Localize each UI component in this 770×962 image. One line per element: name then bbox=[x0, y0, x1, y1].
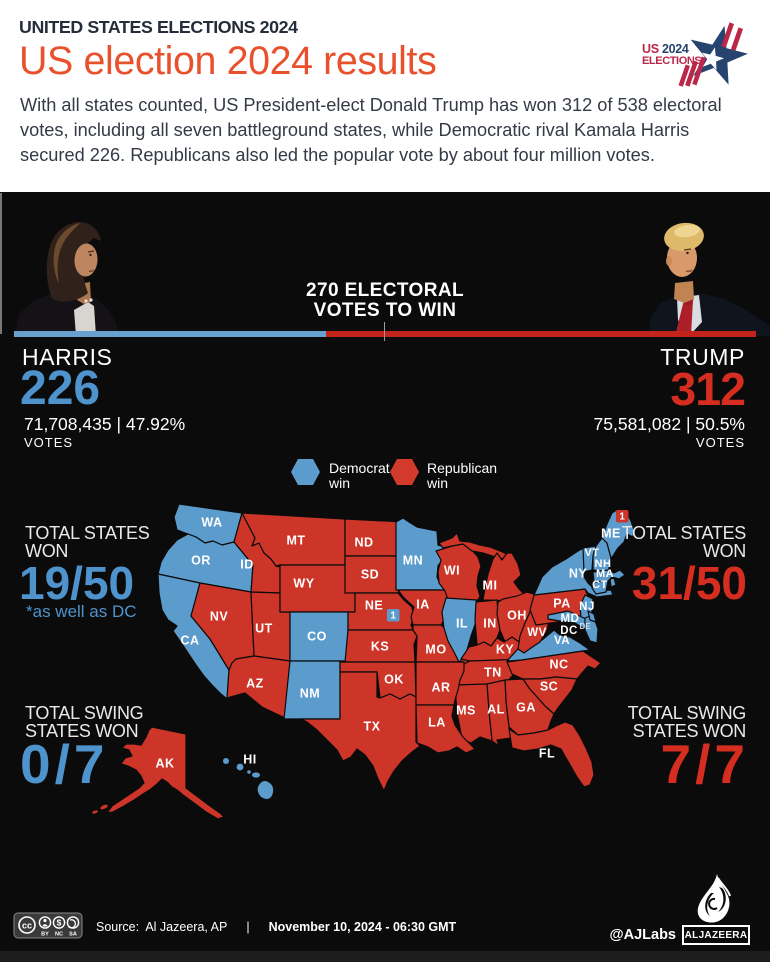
svg-text:NE: NE bbox=[365, 598, 383, 612]
svg-text:MT: MT bbox=[286, 533, 305, 547]
svg-text:BY: BY bbox=[41, 932, 49, 938]
svg-text:MI: MI bbox=[483, 578, 498, 592]
svg-text:KS: KS bbox=[371, 639, 389, 653]
svg-text:WA: WA bbox=[201, 515, 222, 529]
svg-text:1: 1 bbox=[390, 611, 396, 622]
svg-text:ELECTIONS: ELECTIONS bbox=[642, 55, 701, 67]
svg-text:$: $ bbox=[57, 918, 62, 928]
svg-text:MN: MN bbox=[403, 553, 423, 567]
svg-text:NJ: NJ bbox=[579, 601, 595, 613]
svg-text:LA: LA bbox=[428, 715, 446, 729]
svg-text:AK: AK bbox=[155, 756, 174, 770]
svg-text:ID: ID bbox=[240, 557, 254, 571]
svg-text:IL: IL bbox=[456, 616, 468, 630]
svg-text:cc: cc bbox=[22, 920, 32, 930]
svg-text:WY: WY bbox=[293, 576, 314, 590]
svg-text:ND: ND bbox=[354, 535, 373, 549]
svg-text:NY: NY bbox=[569, 566, 588, 580]
svg-text:MS: MS bbox=[456, 703, 476, 717]
svg-text:NC: NC bbox=[549, 657, 568, 671]
svg-text:US 2024: US 2024 bbox=[642, 42, 689, 56]
svg-text:DC: DC bbox=[560, 625, 578, 637]
svg-text:OR: OR bbox=[191, 553, 211, 567]
svg-text:SA: SA bbox=[69, 932, 77, 938]
svg-text:DE: DE bbox=[579, 622, 591, 631]
svg-text:CO: CO bbox=[307, 629, 327, 643]
svg-text:CT: CT bbox=[592, 579, 608, 591]
svg-text:FL: FL bbox=[539, 746, 555, 760]
svg-text:IN: IN bbox=[483, 616, 497, 630]
svg-text:OH: OH bbox=[507, 608, 527, 622]
svg-text:VT: VT bbox=[584, 547, 599, 559]
svg-text:ME: ME bbox=[601, 526, 621, 540]
svg-text:WV: WV bbox=[527, 627, 547, 639]
svg-text:KY: KY bbox=[496, 642, 515, 656]
svg-text:1: 1 bbox=[619, 512, 625, 523]
svg-text:SD: SD bbox=[361, 567, 379, 581]
svg-text:VA: VA bbox=[554, 635, 570, 647]
svg-text:NC: NC bbox=[55, 932, 63, 938]
svg-text:WI: WI bbox=[444, 563, 460, 577]
svg-text:PA: PA bbox=[553, 596, 570, 610]
svg-text:SC: SC bbox=[540, 679, 558, 693]
svg-text:NH: NH bbox=[595, 558, 612, 570]
svg-text:GA: GA bbox=[516, 700, 536, 714]
svg-text:MO: MO bbox=[425, 642, 446, 656]
svg-text:HI: HI bbox=[243, 752, 257, 766]
svg-text:TX: TX bbox=[364, 719, 381, 733]
svg-text:OK: OK bbox=[384, 672, 404, 686]
svg-text:NM: NM bbox=[300, 686, 320, 700]
svg-text:IA: IA bbox=[416, 597, 430, 611]
svg-text:AR: AR bbox=[431, 680, 450, 694]
svg-text:NV: NV bbox=[210, 609, 229, 623]
svg-text:MD: MD bbox=[561, 613, 580, 625]
svg-text:AL: AL bbox=[487, 702, 505, 716]
svg-text:UT: UT bbox=[255, 621, 273, 635]
svg-text:AZ: AZ bbox=[246, 676, 264, 690]
svg-text:TN: TN bbox=[484, 665, 502, 679]
svg-text:CA: CA bbox=[180, 633, 199, 647]
svg-text:MA: MA bbox=[596, 568, 614, 580]
